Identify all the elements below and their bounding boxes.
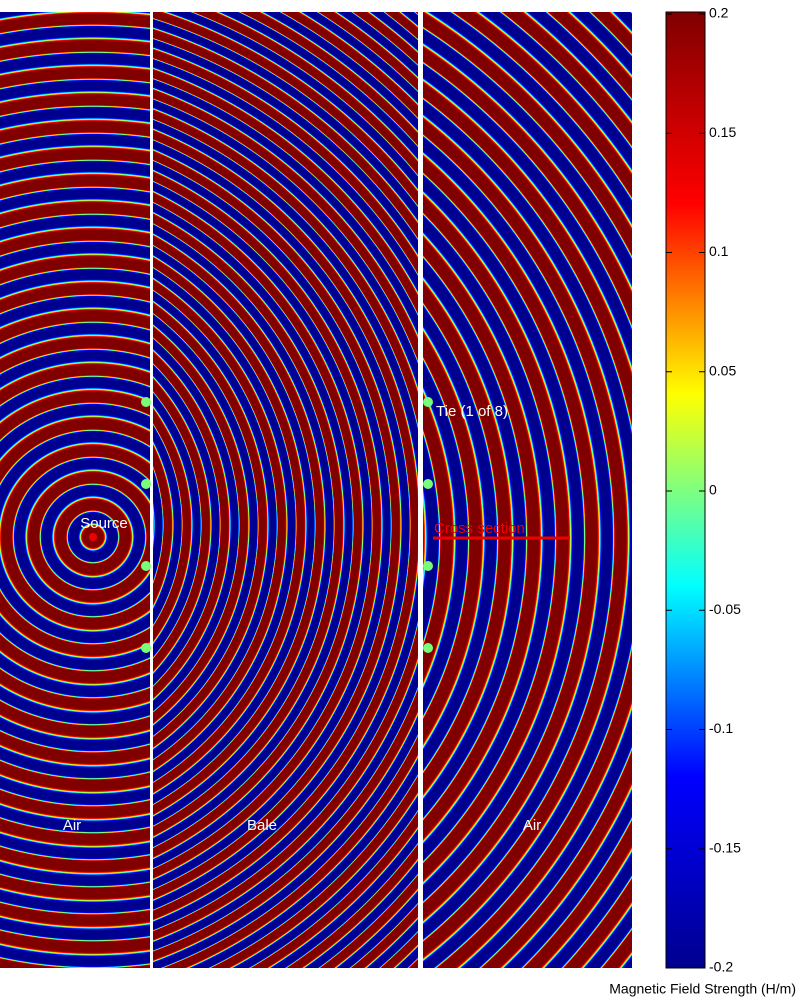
cross-section-label: Cross section bbox=[434, 520, 525, 537]
tie bbox=[423, 643, 433, 653]
source-point bbox=[89, 533, 97, 541]
colorbar-tick-label: -0.2 bbox=[709, 959, 733, 975]
colorbar bbox=[665, 11, 706, 969]
tie bbox=[141, 397, 151, 407]
air-region bbox=[423, 12, 632, 968]
bale-region bbox=[153, 12, 418, 968]
tie-label: Tie (1 of 8) bbox=[436, 403, 508, 420]
tie-markers bbox=[141, 397, 433, 653]
source-label: Source bbox=[80, 515, 128, 532]
colorbar-tick-label: -0.05 bbox=[709, 601, 741, 617]
tie bbox=[423, 561, 433, 571]
tie bbox=[141, 561, 151, 571]
region-label: Air bbox=[523, 817, 541, 834]
colorbar-tick-label: 0 bbox=[709, 482, 717, 498]
tie bbox=[141, 643, 151, 653]
region-label: Bale bbox=[247, 817, 277, 834]
tie bbox=[141, 479, 151, 489]
air-region bbox=[0, 12, 150, 968]
colorbar-label: Magnetic Field Strength (H/m) bbox=[609, 981, 796, 997]
colorbar-tick-label: -0.1 bbox=[709, 720, 733, 736]
colorbar-tick-label: -0.15 bbox=[709, 839, 741, 855]
tie bbox=[423, 479, 433, 489]
colorbar-tick-label: 0.05 bbox=[709, 362, 736, 378]
colorbar-tick-label: 0.2 bbox=[709, 5, 729, 21]
tie bbox=[423, 397, 433, 407]
colorbar-tick-label: 0.1 bbox=[709, 243, 729, 259]
colorbar-tick-label: 0.15 bbox=[709, 124, 736, 140]
region-label: Air bbox=[63, 817, 81, 834]
